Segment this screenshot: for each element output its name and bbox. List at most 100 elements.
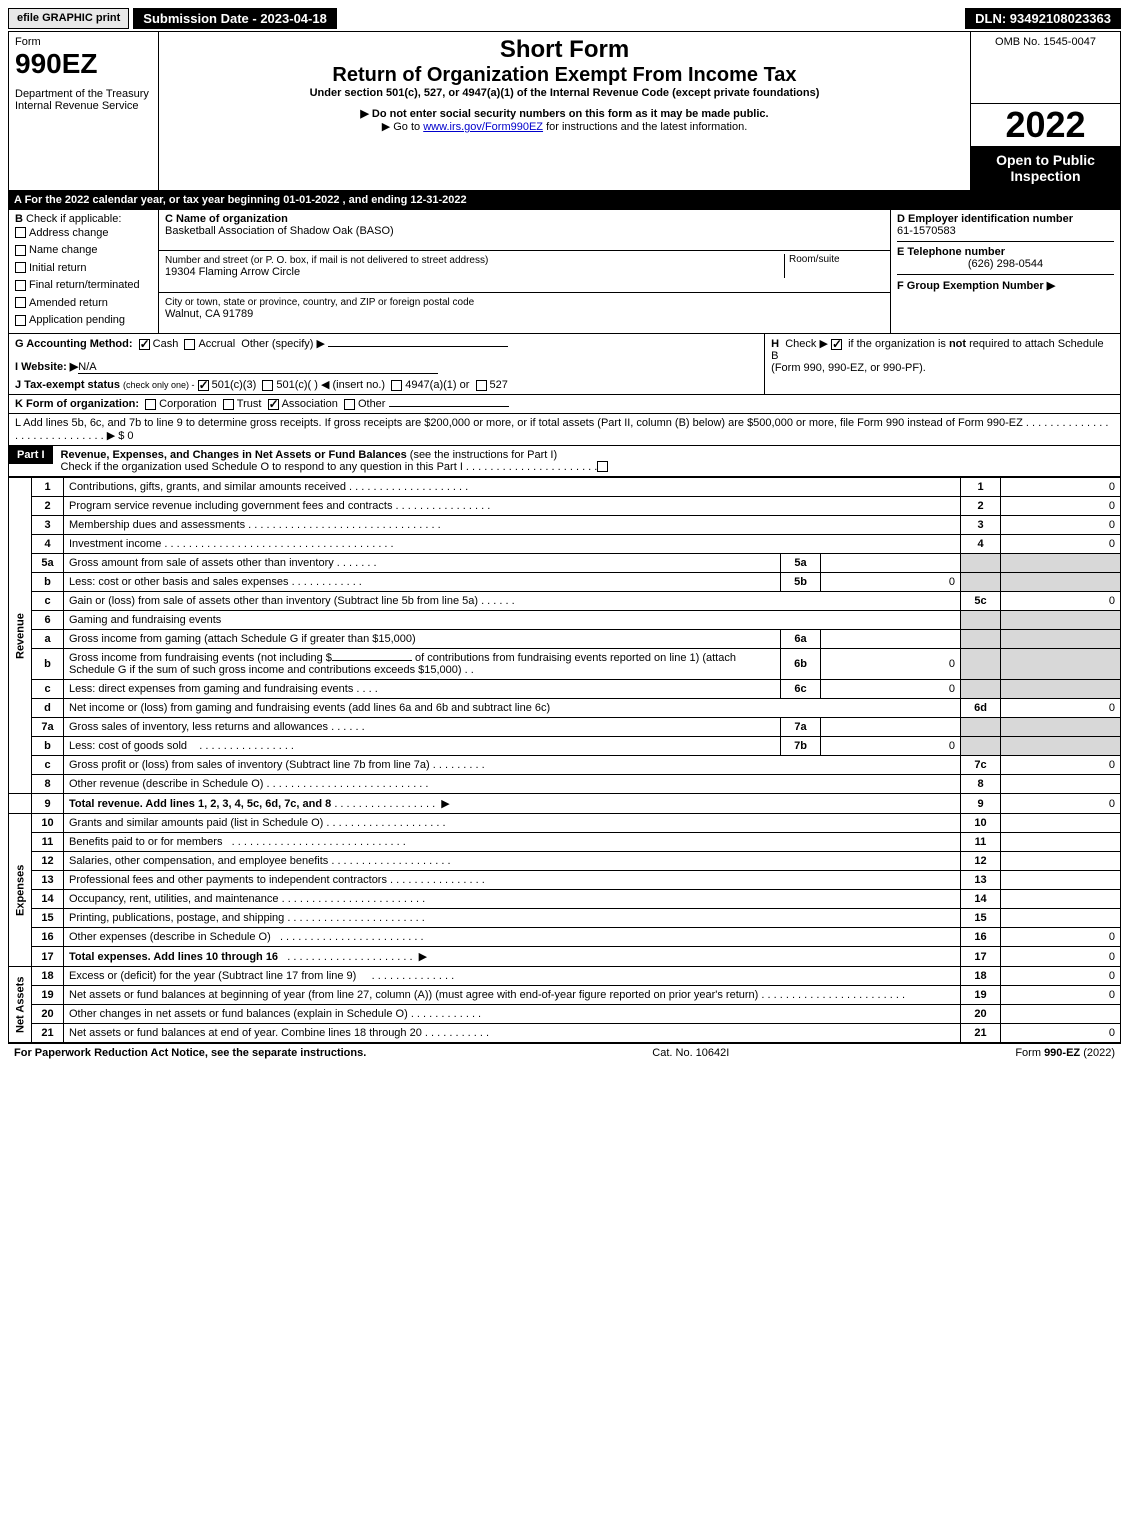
l-amt: ▶ $ 0 [107, 430, 134, 442]
line-rn: 16 [961, 928, 1001, 947]
sub-val: 0 [821, 737, 961, 756]
line-num: 8 [32, 775, 64, 794]
chk-sched-b[interactable] [831, 339, 842, 350]
chk-4947[interactable] [391, 380, 402, 391]
line-rn: 15 [961, 909, 1001, 928]
chk-assoc[interactable] [268, 399, 279, 410]
financial-table: Revenue 1 Contributions, gifts, grants, … [8, 477, 1121, 1043]
addr-label: Number and street (or P. O. box, if mail… [165, 255, 488, 266]
line-desc: Gross amount from sale of assets other t… [69, 557, 334, 569]
line-num: 4 [32, 535, 64, 554]
l-row: L Add lines 5b, 6c, and 7b to line 9 to … [8, 414, 1121, 446]
top-bar: efile GRAPHIC print Submission Date - 20… [8, 8, 1121, 29]
c3-label: 501(c)(3) [212, 379, 257, 391]
line-num: 13 [32, 871, 64, 890]
page-footer: For Paperwork Reduction Act Notice, see … [8, 1043, 1121, 1062]
chk-501c3[interactable] [198, 380, 209, 391]
line-desc: Net assets or fund balances at beginning… [69, 989, 758, 1001]
ssn-warning: ▶ Do not enter social security numbers o… [165, 107, 964, 120]
sub-n: 5b [781, 573, 821, 592]
goto-line: ▶ Go to www.irs.gov/Form990EZ for instru… [165, 120, 964, 133]
line-val: 0 [1001, 756, 1121, 775]
ein: 61-1570583 [897, 225, 1114, 237]
line-rn: 6d [961, 699, 1001, 718]
line-desc: Occupancy, rent, utilities, and maintena… [69, 893, 279, 905]
j-sub: (check only one) - [123, 380, 195, 390]
line-rn: 2 [961, 497, 1001, 516]
line-desc: Gaming and fundraising events [69, 614, 221, 626]
h-text2: if the organization is [848, 338, 949, 350]
city-state-zip: Walnut, CA 91789 [165, 308, 253, 320]
chk-pending[interactable]: Application pending [15, 312, 152, 330]
sub-n: 6c [781, 680, 821, 699]
sub-val: 0 [821, 573, 961, 592]
line-num: 1 [32, 478, 64, 497]
room-label: Room/suite [784, 254, 884, 278]
h-text4: (Form 990, 990-EZ, or 990-PF). [771, 362, 1114, 374]
e-label: E Telephone number [897, 246, 1005, 258]
other-specify: Other (specify) ▶ [241, 338, 325, 350]
line-num: 12 [32, 852, 64, 871]
line-num: 7a [32, 718, 64, 737]
line-num: 21 [32, 1024, 64, 1043]
chk-corp[interactable] [145, 399, 156, 410]
website-val: N/A [78, 361, 96, 373]
street-address: 19304 Flaming Arrow Circle [165, 266, 300, 278]
line-desc: Less: direct expenses from gaming and fu… [69, 683, 353, 695]
line-desc: Printing, publications, postage, and shi… [69, 912, 284, 924]
chk-501c[interactable] [262, 380, 273, 391]
line-rn: 10 [961, 814, 1001, 833]
line-desc: Total revenue. Add lines 1, 2, 3, 4, 5c,… [69, 798, 331, 810]
open-public: Open to Public Inspection [971, 146, 1120, 190]
gh-row: G Accounting Method: Cash Accrual Other … [8, 334, 1121, 395]
line-val [1001, 775, 1121, 794]
chk-other[interactable] [344, 399, 355, 410]
chk-cash[interactable] [139, 339, 150, 350]
line-desc: Program service revenue including govern… [69, 500, 392, 512]
line-rn: 9 [961, 794, 1001, 814]
line-desc: Net income or (loss) from gaming and fun… [69, 702, 550, 714]
chk-527[interactable] [476, 380, 487, 391]
sub-n: 6a [781, 630, 821, 649]
line-desc: Net assets or fund balances at end of ye… [69, 1027, 422, 1039]
l-text: L Add lines 5b, 6c, and 7b to line 9 to … [15, 417, 1023, 429]
c-label: 501(c)( ) ◀ (insert no.) [276, 379, 385, 391]
chk-trust[interactable] [223, 399, 234, 410]
sub-val: 0 [821, 680, 961, 699]
sub-val [821, 554, 961, 573]
under-section: Under section 501(c), 527, or 4947(a)(1)… [165, 87, 964, 99]
line-num: 20 [32, 1005, 64, 1024]
chk-address-change[interactable]: Address change [15, 225, 152, 243]
line-desc: Contributions, gifts, grants, and simila… [69, 481, 346, 493]
k-label: K Form of organization: [15, 398, 139, 410]
irs-link[interactable]: www.irs.gov/Form990EZ [423, 121, 543, 133]
chk-final-return[interactable]: Final return/terminated [15, 277, 152, 295]
chk-sched-o[interactable] [597, 461, 608, 472]
line-val [1001, 833, 1121, 852]
org-name: Basketball Association of Shadow Oak (BA… [165, 225, 394, 237]
chk-accrual[interactable] [184, 339, 195, 350]
sub-val [821, 718, 961, 737]
irs-label: Internal Revenue Service [15, 100, 152, 112]
footer-left: For Paperwork Reduction Act Notice, see … [14, 1047, 366, 1059]
line-rn: 8 [961, 775, 1001, 794]
chk-amended[interactable]: Amended return [15, 295, 152, 313]
f-label: F Group Exemption Number ▶ [897, 280, 1055, 292]
return-title: Return of Organization Exempt From Incom… [165, 64, 964, 87]
line-rn: 20 [961, 1005, 1001, 1024]
line-num: 11 [32, 833, 64, 852]
line-val [1001, 814, 1121, 833]
submission-date: Submission Date - 2023-04-18 [133, 8, 337, 29]
line-num: c [32, 592, 64, 611]
dln-label: DLN: 93492108023363 [965, 8, 1121, 29]
g-label: G Accounting Method: [15, 338, 133, 350]
line-desc: Benefits paid to or for members [69, 836, 222, 848]
short-form-title: Short Form [165, 36, 964, 64]
line-rn: 21 [961, 1024, 1001, 1043]
chk-name-change[interactable]: Name change [15, 242, 152, 260]
tax-year: 2022 [971, 104, 1120, 146]
line-rn: 11 [961, 833, 1001, 852]
chk-initial-return[interactable]: Initial return [15, 260, 152, 278]
efile-print-button[interactable]: efile GRAPHIC print [8, 8, 129, 29]
line-desc: Professional fees and other payments to … [69, 874, 387, 886]
